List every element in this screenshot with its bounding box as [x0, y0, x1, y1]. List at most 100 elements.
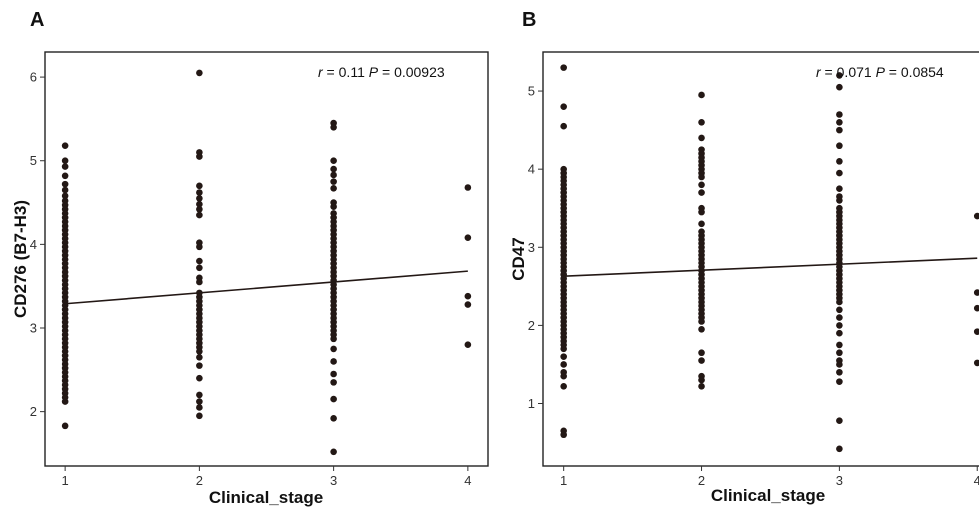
- panel-a-x-tick-label: 3: [330, 473, 337, 488]
- panel-a-y-axis-title: CD276 (B7-H3): [11, 200, 30, 318]
- panel-b-data-point: [973, 212, 979, 220]
- panel-b-y-tick-label: 1: [528, 396, 535, 411]
- panel-b-r-label: r: [816, 64, 822, 80]
- panel-b-y-ticks: 1 2 3 4 5: [528, 84, 543, 411]
- panel-a-data-point: [196, 189, 203, 196]
- panel-a-p-label: P: [369, 64, 379, 80]
- panel-a-x-axis-title: Clinical_stage: [209, 488, 323, 507]
- panel-a-y-ticks: 2 3 4 5 6: [30, 70, 45, 419]
- panel-a-data-point: [330, 345, 337, 353]
- panel-a-data-point: [196, 153, 203, 160]
- panel-b-r-value: 0.071: [837, 64, 872, 80]
- panel-b-letter: B: [522, 9, 536, 31]
- panel-b-x-tick-label: 3: [836, 473, 843, 488]
- panel-a-fit-line: [65, 270, 468, 305]
- panel-a-data-point: [330, 203, 337, 211]
- panel-a-data-point: [330, 395, 337, 403]
- panel-b-data-point: [698, 181, 705, 189]
- panel-a-data-point: [61, 172, 69, 180]
- panel-b-data-point: [560, 122, 567, 130]
- panel-a-data-point: [464, 301, 472, 308]
- panel-a-points: [61, 69, 472, 456]
- panel-b-p-equals: =: [885, 64, 901, 80]
- panel-a-plot-frame: [44, 51, 489, 467]
- panel-b-y-tick-label: 2: [528, 318, 535, 333]
- panel-b-data-point: [836, 306, 843, 314]
- panel-b-data-point: [836, 322, 843, 329]
- panel-b-data-point: [698, 208, 705, 216]
- panel-a-x-ticks: 1 2 3 4: [62, 466, 471, 488]
- panel-a-data-point: [464, 234, 472, 241]
- panel-a-data-point: [196, 391, 203, 399]
- panel-a-data-point: [330, 171, 337, 179]
- panel-b-data-point: [836, 142, 843, 150]
- panel-b-data-point: [836, 111, 843, 118]
- panel-a-data-point: [330, 123, 337, 131]
- panel-a-data-point: [330, 379, 337, 386]
- panel-b-data-point: [836, 197, 843, 204]
- panel-a-data-point: [196, 264, 203, 272]
- panel-a-stats: r = 0.11 P = 0.00923: [318, 64, 445, 80]
- panel-b-y-tick-label: 4: [528, 162, 535, 177]
- panel-b-plot-frame: [542, 51, 979, 467]
- panel-b-data-point: [973, 289, 979, 296]
- panel-b-data-point: [836, 417, 843, 424]
- panel-a-y-tick-label: 2: [30, 404, 37, 419]
- panel-b-data-point: [698, 349, 705, 357]
- panel-a-y-tick-label: 6: [30, 70, 37, 85]
- panel-b-data-point: [560, 64, 567, 71]
- panel-b-y-axis-title: CD47: [509, 237, 528, 280]
- panel-a-data-point: [196, 211, 203, 219]
- panel-b-data-point: [836, 83, 843, 91]
- panel-b-y-tick-label: 3: [528, 240, 535, 255]
- panel-a-p-equals: =: [378, 64, 394, 80]
- panel-b-points: [560, 64, 979, 453]
- panel-b: B 1 2 3 4 5 1 2 3 4 r = 0.071 P = 0.0854 Clinic…: [509, 9, 979, 505]
- panel-a-data-point: [61, 180, 69, 188]
- panel-a-data-point: [196, 398, 203, 405]
- panel-a-p-value: 0.00923: [394, 64, 445, 80]
- panel-b-data-point: [973, 304, 979, 312]
- panel-b-data-point: [836, 349, 843, 357]
- panel-b-data-point: [560, 361, 567, 368]
- panel-a-data-point: [61, 186, 69, 194]
- panel-a-data-point: [61, 163, 69, 170]
- panel-a-data-point: [61, 398, 69, 405]
- panel-b-data-point: [698, 189, 705, 196]
- panel-a-r-equals: =: [323, 64, 339, 80]
- panel-a-data-point: [61, 422, 69, 430]
- panel-a-r-value: 0.11: [339, 64, 365, 80]
- panel-a-data-point: [196, 348, 203, 355]
- panel-b-data-point: [560, 372, 567, 380]
- panel-b-data-point: [560, 383, 567, 390]
- panel-a-data-point: [330, 358, 337, 365]
- panel-b-data-point: [836, 329, 843, 337]
- panel-a-data-point: [196, 412, 203, 420]
- panel-b-r-equals: =: [821, 64, 837, 80]
- panel-b-data-point: [836, 72, 843, 79]
- panel-b-data-point: [698, 376, 705, 384]
- panel-a-data-point: [330, 448, 337, 456]
- panel-b-data-point: [560, 431, 567, 439]
- panel-a-data-point: [464, 341, 472, 349]
- panel-b-data-point: [560, 345, 567, 353]
- panel-a-data-point: [196, 182, 203, 190]
- panel-a-data-point: [61, 142, 69, 149]
- panel-b-p-label: P: [876, 64, 886, 80]
- panel-b-data-point: [836, 378, 843, 385]
- panel-b-data-point: [560, 103, 567, 110]
- panel-b-data-point: [836, 368, 843, 376]
- panel-b-data-point: [698, 91, 705, 99]
- panel-b-data-point: [698, 220, 705, 228]
- panel-a-data-point: [196, 353, 203, 361]
- panel-b-data-point: [698, 326, 705, 333]
- panel-b-x-tick-label: 2: [698, 473, 705, 488]
- panel-b-fit-line: [563, 257, 978, 277]
- panel-a-data-point: [196, 257, 203, 265]
- panel-a-data-point: [196, 195, 203, 202]
- panel-b-data-point: [836, 314, 843, 321]
- panel-a-data-point: [330, 185, 337, 192]
- panel-b-data-point: [698, 119, 705, 126]
- panel-a-data-point: [196, 278, 203, 286]
